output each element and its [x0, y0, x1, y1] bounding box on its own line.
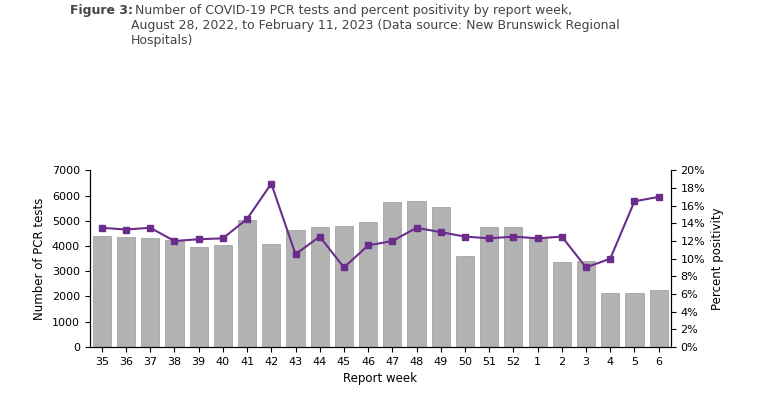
Bar: [480, 227, 498, 347]
Bar: [141, 239, 159, 347]
Bar: [214, 245, 232, 347]
Legend: PCR tests, Percent positivity: PCR tests, Percent positivity: [263, 399, 498, 401]
Bar: [359, 222, 378, 347]
Bar: [553, 262, 571, 347]
Bar: [529, 237, 547, 347]
Bar: [310, 227, 329, 347]
X-axis label: Report week: Report week: [343, 372, 417, 385]
Bar: [335, 226, 353, 347]
Bar: [117, 237, 135, 347]
Bar: [383, 202, 402, 347]
Bar: [601, 293, 619, 347]
Bar: [505, 227, 523, 347]
Bar: [165, 240, 183, 347]
Bar: [190, 247, 207, 347]
Bar: [93, 236, 111, 347]
Bar: [626, 293, 644, 347]
Bar: [650, 290, 668, 347]
Bar: [407, 200, 426, 347]
Y-axis label: Percent positivity: Percent positivity: [711, 207, 724, 310]
Y-axis label: Number of PCR tests: Number of PCR tests: [34, 197, 46, 320]
Bar: [431, 207, 450, 347]
Text: Number of COVID-19 PCR tests and percent positivity by report week,
August 28, 2: Number of COVID-19 PCR tests and percent…: [131, 4, 620, 47]
Bar: [262, 243, 280, 347]
Text: Figure 3:: Figure 3:: [70, 4, 133, 17]
Bar: [577, 261, 595, 347]
Bar: [238, 220, 256, 347]
Bar: [456, 256, 474, 347]
Bar: [286, 230, 304, 347]
